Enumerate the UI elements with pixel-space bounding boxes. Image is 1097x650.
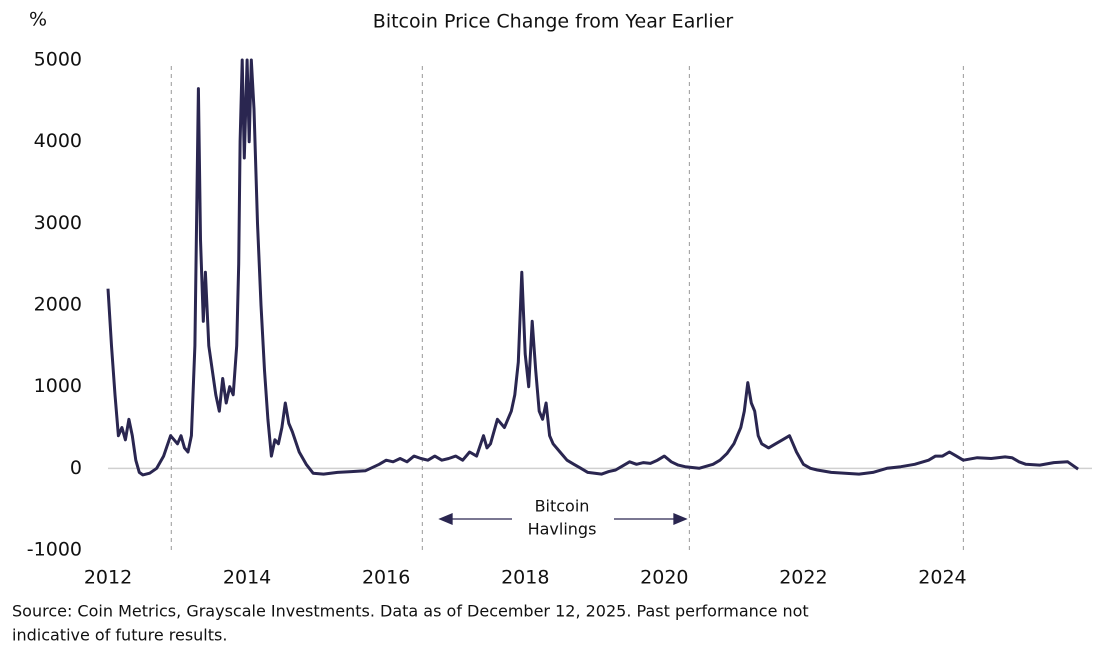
x-tick-label: 2014: [223, 567, 271, 589]
chart-title: Bitcoin Price Change from Year Earlier: [373, 11, 734, 33]
x-tick-label: 2022: [779, 567, 827, 589]
annotation: Bitcoin: [535, 497, 590, 516]
y-tick-label: 0: [70, 457, 82, 479]
arrow-head: [673, 513, 688, 525]
y-tick-label: 2000: [34, 294, 82, 316]
y-tick-label: 5000: [34, 49, 82, 71]
y-tick-label: 3000: [34, 212, 82, 234]
line: [106, 58, 1079, 477]
y-tick-label: 1000: [34, 375, 82, 397]
annotation: Havlings: [528, 520, 597, 539]
source: indicative of future results.: [12, 626, 227, 645]
annotation-arrows: [438, 513, 688, 525]
y-tick-label: -1000: [27, 539, 82, 561]
arrow-head: [438, 513, 453, 525]
y-tick-label: 4000: [34, 130, 82, 152]
source: Source: Coin Metrics, Grayscale Investme…: [12, 602, 809, 621]
x-tick-label: 2018: [501, 567, 549, 589]
x-tick-label: 2016: [362, 567, 410, 589]
x-tick-label: 2020: [640, 567, 688, 589]
x-tick-label: 2024: [918, 567, 966, 589]
y-axis-label: %: [29, 9, 47, 31]
x-tick-label: 2012: [84, 567, 132, 589]
